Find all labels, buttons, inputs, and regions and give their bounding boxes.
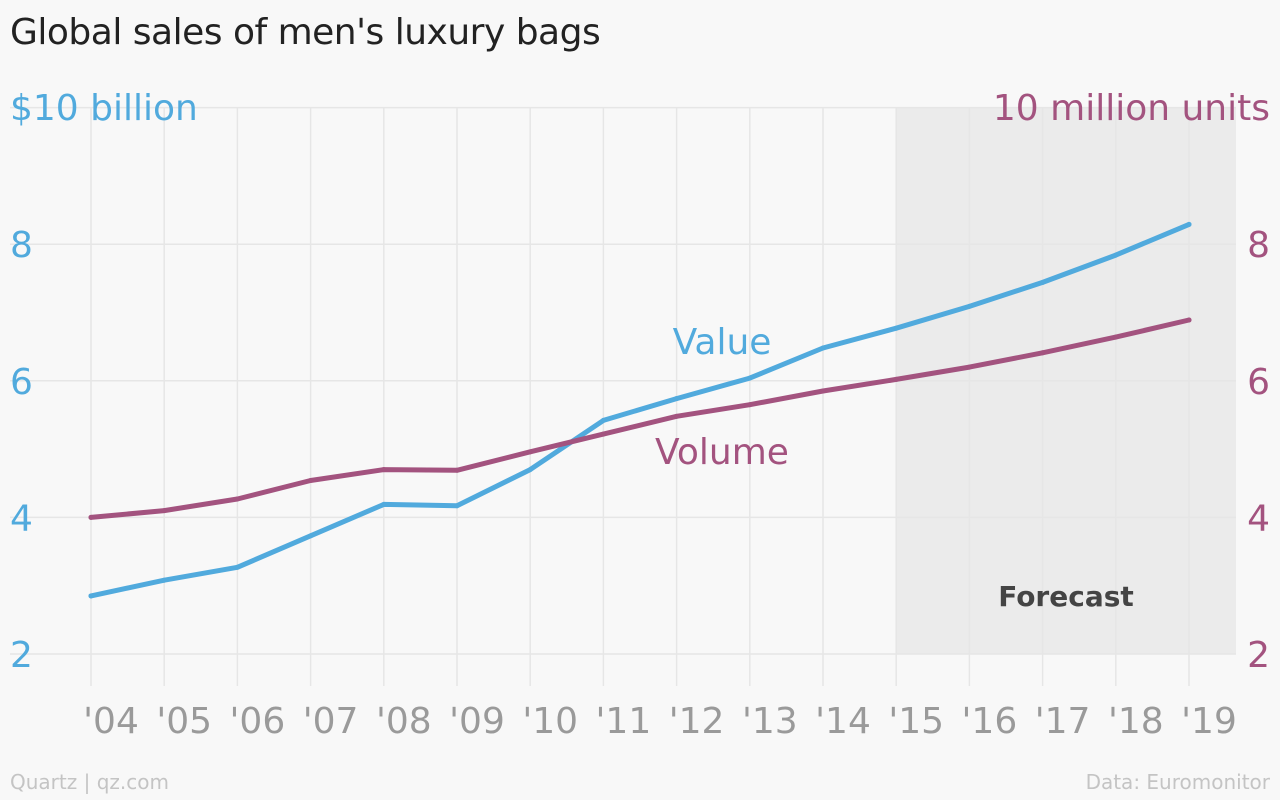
data-point-volume: [1186, 317, 1192, 323]
x-tick-label: '14: [815, 701, 871, 742]
gridlines: [10, 106, 1236, 686]
y-tick-right: 4: [1247, 498, 1270, 539]
data-point-volume: [161, 508, 167, 514]
data-point-volume: [600, 431, 606, 437]
data-point-volume: [674, 413, 680, 419]
data-point-volume: [454, 467, 460, 473]
data-point-volume: [1040, 350, 1046, 356]
left-axis-unit-label: $10 billion: [10, 88, 198, 129]
data-point-value: [600, 417, 606, 423]
chart-title: Global sales of men's luxury bags: [10, 12, 601, 53]
y-tick-right: 6: [1247, 362, 1270, 403]
data-point-volume: [381, 467, 387, 473]
data-point-volume: [893, 376, 899, 382]
data-point-value: [966, 303, 972, 309]
data-point-value: [381, 501, 387, 507]
data-point-value: [1113, 252, 1119, 258]
data-point-volume: [747, 402, 753, 408]
data-point-volume: [527, 449, 533, 455]
data-point-value: [308, 533, 314, 539]
x-tick-label: '11: [596, 701, 652, 742]
data-point-volume: [88, 514, 94, 520]
data-point-value: [88, 593, 94, 599]
x-tick-label: '06: [230, 701, 286, 742]
data-point-value: [820, 345, 826, 351]
x-tick-label: '17: [1035, 701, 1091, 742]
x-tick-label: '19: [1181, 701, 1237, 742]
axes: 2 4 6 8 2 4 6 8 $10 billion 10 million units '04 '0…: [10, 88, 1270, 742]
footer-source-right: Data: Euromonitor: [1085, 770, 1270, 794]
x-tick-label: '10: [522, 701, 578, 742]
x-tick-label: '05: [156, 701, 212, 742]
data-point-volume: [1113, 334, 1119, 340]
chart-labels: Value Volume Forecast: [655, 322, 1134, 613]
y-tick-left: 8: [10, 225, 33, 266]
data-point-value: [234, 564, 240, 570]
footer-source-left: Quartz | qz.com: [10, 770, 169, 794]
right-axis-unit-label: 10 million units: [993, 88, 1270, 129]
series-label-volume: Volume: [655, 432, 789, 473]
y-tick-right: 2: [1247, 635, 1270, 676]
series-lines: [88, 221, 1192, 599]
data-point-volume: [308, 478, 314, 484]
y-tick-left: 4: [10, 498, 33, 539]
data-point-value: [1186, 221, 1192, 227]
x-tick-label: '18: [1108, 701, 1164, 742]
data-point-volume: [966, 364, 972, 370]
x-tick-label: '13: [742, 701, 798, 742]
series-line-value: [88, 221, 1192, 599]
data-point-value: [893, 325, 899, 331]
data-point-value: [454, 503, 460, 509]
y-tick-left: 6: [10, 362, 33, 403]
series-line-volume: [88, 317, 1192, 520]
data-point-volume: [234, 496, 240, 502]
series-label-value: Value: [673, 322, 772, 363]
data-point-value: [161, 577, 167, 583]
y-tick-right: 8: [1247, 225, 1270, 266]
x-tick-label: '08: [376, 701, 432, 742]
x-tick-label: '07: [303, 701, 359, 742]
data-point-value: [674, 396, 680, 402]
data-point-value: [1040, 279, 1046, 285]
data-point-value: [527, 467, 533, 473]
x-tick-label: '16: [962, 701, 1018, 742]
x-tick-label: '09: [449, 701, 505, 742]
data-point-value: [747, 375, 753, 381]
x-tick-label: '15: [888, 701, 944, 742]
x-tick-label: '04: [83, 701, 139, 742]
forecast-label: Forecast: [998, 580, 1134, 613]
data-point-volume: [820, 388, 826, 394]
x-tick-label: '12: [669, 701, 725, 742]
y-tick-left: 2: [10, 635, 33, 676]
